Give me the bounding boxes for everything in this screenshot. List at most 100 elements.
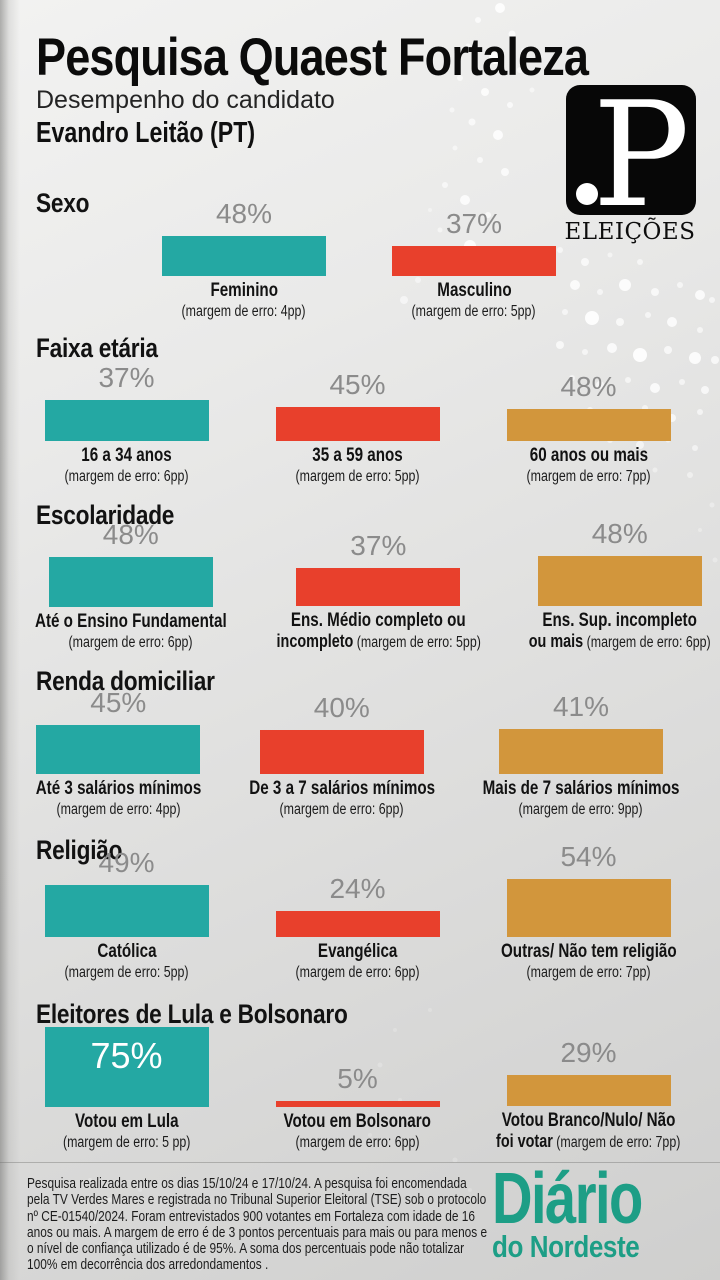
chart-cell: 37% Masculino (margem de erro: 5pp)	[359, 208, 589, 321]
chart-cell: 49% Católica (margem de erro: 5pp)	[11, 847, 242, 982]
value-label: 45%	[329, 369, 386, 400]
value-label: 48%	[215, 198, 273, 229]
category-label-wrap: ou mais	[528, 631, 584, 651]
bar-row: 48% Feminino (margem de erro: 4pp) 37% Mascu…	[0, 198, 720, 321]
category-label: 16 a 34 anos	[81, 445, 172, 466]
bar-row: 75% Votou em Lula (margem de erro: 5 pp) 5%…	[11, 993, 704, 1152]
margin-of-error-note: (margem de erro: 6pp)	[64, 467, 188, 486]
diario-do-nordeste-logo: Diário do Nordeste	[492, 1159, 684, 1264]
bar	[506, 879, 671, 937]
category-label-wrap: incompleto	[276, 631, 353, 651]
margin-of-error-note: ou mais (margem de erro: 6pp)	[529, 632, 711, 652]
bar-row: 45% Até 3 salários mínimos (margem de erro…	[11, 687, 704, 819]
margin-note-text: (margem de erro: 4pp)	[56, 801, 181, 818]
chart-cell: 48% 60 anos ou mais (margem de erro: 7pp)	[473, 371, 704, 486]
section-heading: Renda domiciliar	[36, 666, 215, 696]
margin-note-text: (margem de erro: 6pp)	[295, 964, 420, 981]
margin-of-error-note: (margem de erro: 4pp)	[56, 800, 180, 819]
chart-cell: 24% Evangélica (margem de erro: 6pp)	[242, 873, 473, 982]
margin-note-text: (margem de erro: 6pp)	[68, 634, 193, 651]
bar	[506, 1075, 671, 1106]
chart-cell: 48% Ens. Sup. incompleto ou mais (margem d…	[506, 518, 720, 652]
margin-note-text: (margem de erro: 5 pp)	[62, 1134, 191, 1151]
bar	[537, 556, 702, 606]
chart-cell: 75% Votou em Lula (margem de erro: 5 pp)	[11, 1027, 242, 1152]
value-label: 75%	[90, 1035, 163, 1076]
margin-note-text: (margem de erro: 6pp)	[64, 468, 189, 485]
bar	[296, 568, 461, 606]
bar	[44, 885, 209, 937]
margin-note-text: (margem de erro: 5pp)	[295, 468, 420, 485]
margin-note-text: (margem de erro: 5pp)	[411, 303, 537, 320]
margin-of-error-note: (margem de erro: 4pp)	[182, 302, 306, 321]
chart-cell: 54% Outras/ Não tem religião (margem de er…	[473, 841, 704, 982]
category-label: Até 3 salários mínimos	[35, 778, 202, 799]
brand-line2: do Nordeste	[492, 1229, 640, 1264]
category-label: Católica	[96, 941, 157, 962]
value-label: 54%	[560, 841, 617, 872]
bar-row: 37% 16 a 34 anos (margem de erro: 6pp) 45% 3…	[11, 362, 704, 486]
section-heading: Faixa etária	[36, 333, 158, 363]
bar-row: 48% Até o Ensino Fundamental (margem de er…	[11, 518, 711, 652]
margin-note-text: (margem de erro: 6pp)	[586, 634, 711, 651]
margin-of-error-note: incompleto (margem de erro: 5pp)	[276, 632, 480, 652]
brand-line1: Diário	[492, 1159, 643, 1239]
chart-cell: 45% Até 3 salários mínimos (margem de erro…	[11, 687, 226, 819]
margin-of-error-note: (margem de erro: 5pp)	[295, 467, 419, 486]
margin-of-error-note: (margem de erro: 6pp)	[280, 800, 404, 819]
bar	[259, 730, 424, 774]
bar	[36, 725, 201, 774]
category-label: Até o Ensino Fundamental	[34, 611, 227, 632]
category-label: Evangélica	[317, 941, 398, 962]
category-label: 35 a 59 anos	[312, 445, 403, 466]
eleicoes-logo-dot-icon	[576, 183, 598, 205]
margin-note-text: (margem de erro: 7pp)	[556, 1134, 681, 1151]
eleicoes-logo-caption: ELEIÇÕES	[564, 219, 696, 245]
bar	[275, 407, 440, 441]
chart-cell: 48% Feminino (margem de erro: 4pp)	[129, 198, 359, 321]
section-heading: Escolaridade	[36, 500, 175, 530]
category-label: Ens. Médio completo ou	[290, 610, 466, 631]
chart-cell: 37% Ens. Médio completo ou incompleto (mar…	[251, 530, 506, 652]
value-label: 41%	[552, 691, 609, 722]
bar	[392, 246, 556, 276]
margin-of-error-note: (margem de erro: 7pp)	[526, 963, 650, 982]
margin-of-error-note: (margem de erro: 7pp)	[526, 467, 650, 486]
category-label: Ens. Sup. incompleto	[542, 610, 697, 631]
value-label: 49%	[98, 847, 155, 878]
chart-cell: 5% Votou em Bolsonaro (margem de erro: 6pp…	[242, 1063, 473, 1152]
category-label: Outras/ Não tem religião	[500, 941, 677, 962]
margin-note-text: (margem de erro: 7pp)	[526, 964, 651, 981]
category-label: 60 anos ou mais	[529, 445, 648, 466]
value-label: 48%	[102, 519, 159, 550]
candidate-name: Evandro Leitão (PT)	[36, 117, 256, 149]
chart-cell: 48% Até o Ensino Fundamental (margem de er…	[11, 519, 251, 652]
margin-of-error-note: (margem de erro: 5 pp)	[63, 1133, 191, 1152]
margin-note-text: (margem de erro: 4pp)	[181, 303, 307, 320]
category-label: Masculino	[436, 280, 512, 301]
chart-cell: 45% 35 a 59 anos (margem de erro: 5pp)	[242, 369, 473, 486]
value-label: 48%	[591, 518, 648, 549]
margin-of-error-note: (margem de erro: 6pp)	[295, 963, 419, 982]
value-label: 37%	[98, 362, 155, 393]
bar	[275, 1101, 440, 1107]
margin-note-text: (margem de erro: 6pp)	[295, 1134, 420, 1151]
margin-of-error-note: (margem de erro: 5pp)	[64, 963, 188, 982]
chart-cell: 41% Mais de 7 salários mínimos (margem de …	[458, 691, 704, 819]
page-title: Pesquisa Quaest Fortaleza	[36, 28, 589, 87]
bar-row: 49% Católica (margem de erro: 5pp) 24% Evang…	[11, 841, 704, 982]
margin-note-text: (margem de erro: 7pp)	[526, 468, 651, 485]
value-label: 24%	[329, 873, 386, 904]
category-label: Votou em Lula	[74, 1111, 179, 1132]
margin-of-error-note: (margem de erro: 9pp)	[519, 800, 643, 819]
page-edge-shading	[0, 0, 20, 1280]
margin-note-text: (margem de erro: 5pp)	[64, 964, 189, 981]
bar	[506, 409, 671, 441]
margin-note-text: (margem de erro: 9pp)	[518, 801, 643, 818]
footer-disclaimer: Pesquisa realizada entre os dias 15/10/2…	[27, 1176, 488, 1274]
eleicoes-logo-monogram: P	[592, 85, 690, 215]
category-label: Votou em Bolsonaro	[283, 1111, 432, 1132]
page-subtitle: Desempenho do candidato	[36, 86, 335, 114]
value-label: 48%	[560, 371, 617, 402]
